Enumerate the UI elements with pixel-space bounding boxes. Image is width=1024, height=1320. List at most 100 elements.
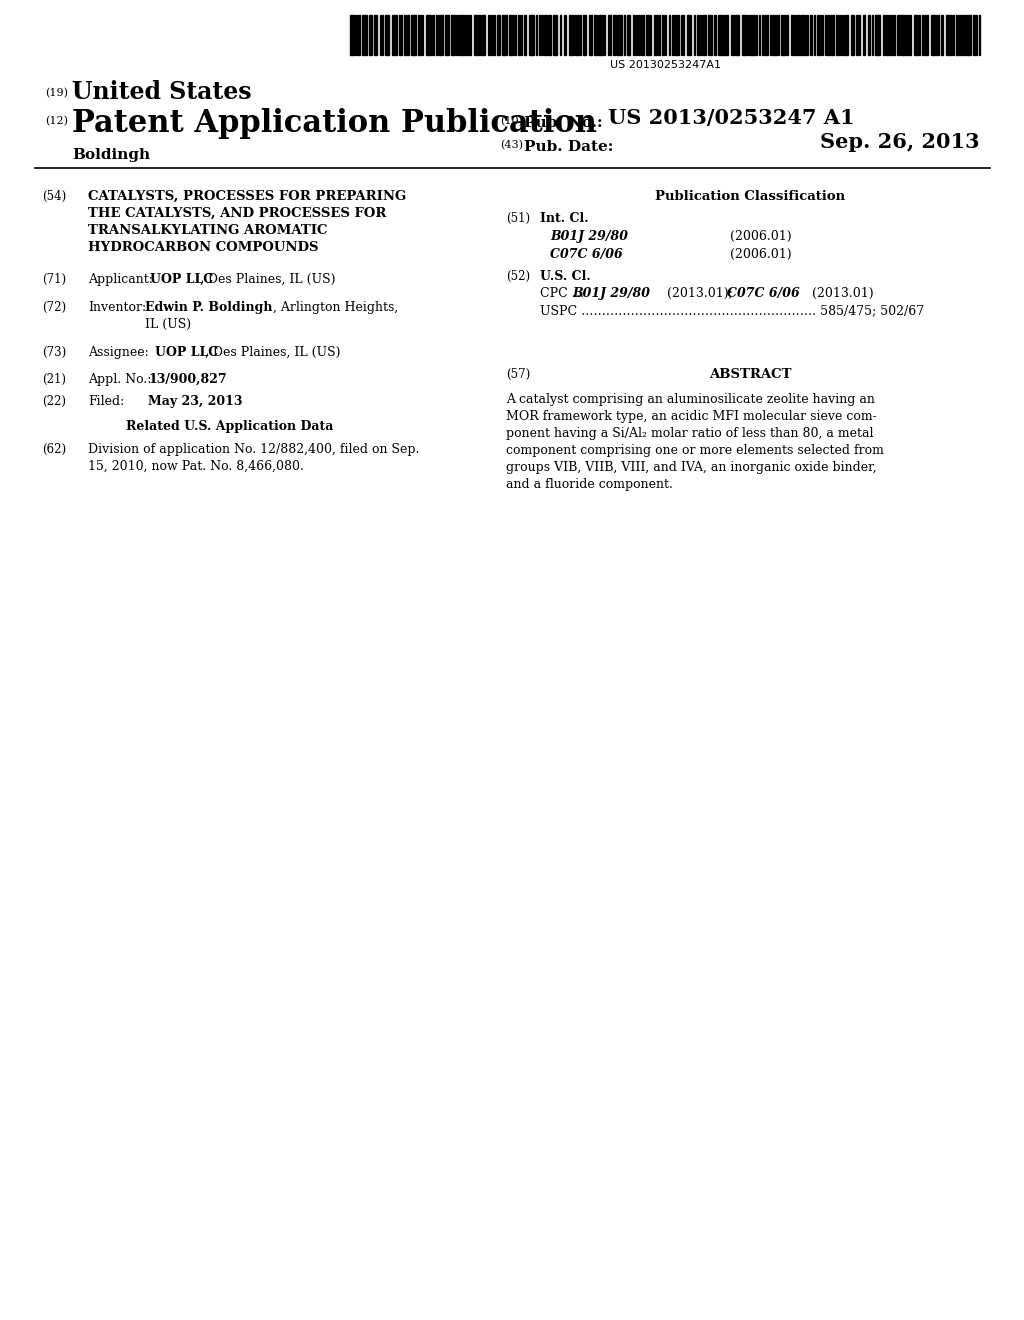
Bar — [553, 15, 557, 55]
Bar — [461, 15, 464, 55]
Text: Applicant:: Applicant: — [88, 273, 153, 286]
Bar — [731, 15, 734, 55]
Bar — [598, 15, 603, 55]
Bar — [925, 15, 928, 55]
Bar — [474, 15, 477, 55]
Text: United States: United States — [72, 81, 252, 104]
Text: ponent having a Si/Al₂ molar ratio of less than 80, a metal: ponent having a Si/Al₂ molar ratio of le… — [506, 426, 873, 440]
Bar — [544, 15, 547, 55]
Bar — [426, 15, 431, 55]
Bar — [909, 15, 911, 55]
Text: ABSTRACT: ABSTRACT — [709, 368, 792, 381]
Text: (51): (51) — [506, 213, 530, 224]
Bar — [791, 15, 793, 55]
Text: 13/900,827: 13/900,827 — [148, 374, 226, 385]
Bar — [407, 15, 409, 55]
Text: U.S. Cl.: U.S. Cl. — [540, 271, 591, 282]
Bar — [889, 15, 891, 55]
Text: CPC …: CPC … — [540, 286, 588, 300]
Bar — [708, 15, 712, 55]
Bar — [575, 15, 579, 55]
Text: May 23, 2013: May 23, 2013 — [148, 395, 243, 408]
Bar — [641, 15, 644, 55]
Text: (72): (72) — [42, 301, 67, 314]
Bar — [392, 15, 397, 55]
Text: (62): (62) — [42, 444, 67, 455]
Bar — [502, 15, 507, 55]
Bar — [973, 15, 975, 55]
Text: CATALYSTS, PROCESSES FOR PREPARING: CATALYSTS, PROCESSES FOR PREPARING — [88, 190, 407, 203]
Bar — [936, 15, 939, 55]
Bar — [863, 15, 865, 55]
Text: TRANSALKYLATING AROMATIC: TRANSALKYLATING AROMATIC — [88, 224, 328, 238]
Text: (2013.01);: (2013.01); — [663, 286, 737, 300]
Text: Assignee:: Assignee: — [88, 346, 148, 359]
Bar — [374, 15, 377, 55]
Text: USPC ………………………………………………… 585/475; 502/67: USPC ………………………………………………… 585/475; 502/67 — [540, 304, 924, 317]
Bar — [868, 15, 870, 55]
Text: (12): (12) — [45, 116, 68, 127]
Bar — [831, 15, 834, 55]
Bar — [941, 15, 943, 55]
Bar — [399, 15, 402, 55]
Text: (2013.01): (2013.01) — [808, 286, 873, 300]
Bar — [931, 15, 935, 55]
Bar — [350, 15, 355, 55]
Text: Inventor:: Inventor: — [88, 301, 146, 314]
Text: US 20130253247A1: US 20130253247A1 — [609, 59, 721, 70]
Bar — [539, 15, 541, 55]
Bar — [836, 15, 838, 55]
Bar — [700, 15, 702, 55]
Bar — [786, 15, 788, 55]
Bar — [781, 15, 785, 55]
Text: (73): (73) — [42, 346, 67, 359]
Bar — [564, 15, 566, 55]
Bar — [548, 15, 551, 55]
Bar — [468, 15, 471, 55]
Text: (52): (52) — [506, 271, 530, 282]
Text: C07C 6/06: C07C 6/06 — [727, 286, 800, 300]
Bar — [718, 15, 722, 55]
Text: 15, 2010, now Pat. No. 8,466,080.: 15, 2010, now Pat. No. 8,466,080. — [88, 459, 304, 473]
Bar — [901, 15, 904, 55]
Bar — [627, 15, 630, 55]
Bar — [874, 15, 880, 55]
Bar — [827, 15, 830, 55]
Bar — [662, 15, 664, 55]
Text: C07C 6/06: C07C 6/06 — [550, 248, 623, 261]
Bar — [646, 15, 649, 55]
Text: THE CATALYSTS, AND PROCESSES FOR: THE CATALYSTS, AND PROCESSES FOR — [88, 207, 386, 220]
Bar — [478, 15, 480, 55]
Text: (2006.01): (2006.01) — [730, 248, 792, 261]
Text: , Arlington Heights,: , Arlington Heights, — [273, 301, 398, 314]
Bar — [658, 15, 660, 55]
Bar — [362, 15, 367, 55]
Bar — [465, 15, 467, 55]
Bar — [735, 15, 739, 55]
Bar — [411, 15, 416, 55]
Text: B01J 29/80: B01J 29/80 — [572, 286, 650, 300]
Bar — [892, 15, 895, 55]
Bar — [703, 15, 706, 55]
Text: Edwin P. Boldingh: Edwin P. Boldingh — [145, 301, 272, 314]
Text: Appl. No.:: Appl. No.: — [88, 374, 152, 385]
Bar — [801, 15, 805, 55]
Bar — [772, 15, 775, 55]
Bar — [514, 15, 516, 55]
Text: A catalyst comprising an aluminosilicate zeolite having an: A catalyst comprising an aluminosilicate… — [506, 393, 874, 407]
Bar — [697, 15, 699, 55]
Bar — [845, 15, 848, 55]
Bar — [385, 15, 389, 55]
Bar — [961, 15, 962, 55]
Bar — [418, 15, 421, 55]
Bar — [956, 15, 959, 55]
Text: (57): (57) — [506, 368, 530, 381]
Bar — [762, 15, 764, 55]
Bar — [963, 15, 965, 55]
Bar — [509, 15, 513, 55]
Bar — [806, 15, 808, 55]
Text: HYDROCARBON COMPOUNDS: HYDROCARBON COMPOUNDS — [88, 242, 318, 253]
Bar — [594, 15, 597, 55]
Bar — [369, 15, 372, 55]
Text: Publication Classification: Publication Classification — [655, 190, 845, 203]
